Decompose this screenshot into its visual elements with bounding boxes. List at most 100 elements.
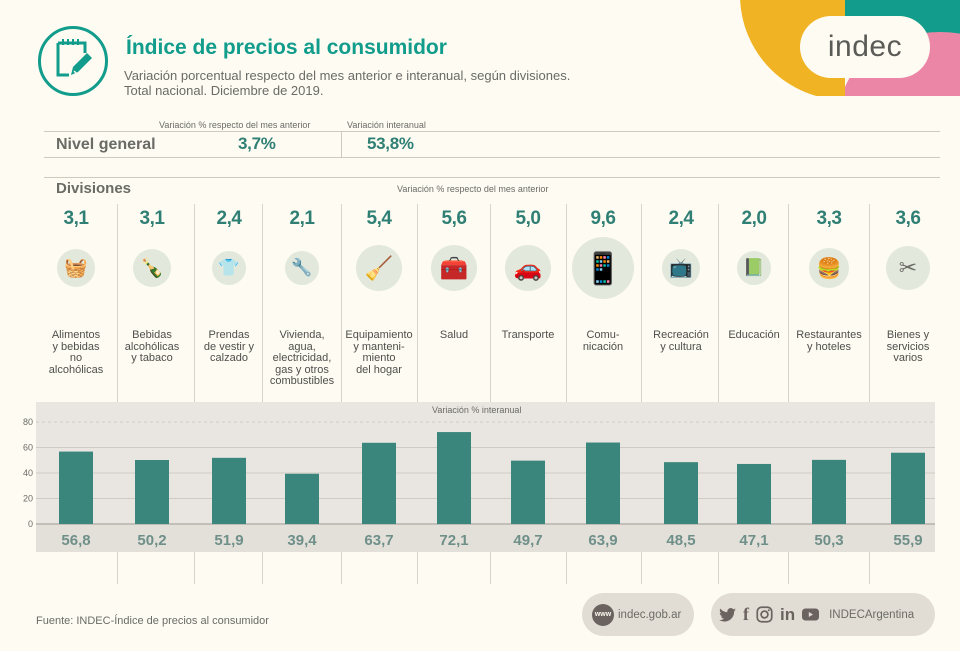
subtitle-line-1: Variación porcentual respecto del mes an… <box>124 68 571 83</box>
website-link[interactable]: www indec.gob.ar <box>582 593 694 636</box>
division-label: Educación <box>728 329 780 341</box>
divisiones-title: Divisiones <box>56 180 132 197</box>
tv-ticket-icon: 📺 <box>662 249 700 287</box>
bar <box>737 463 771 524</box>
social-links: f in INDECArgentina <box>711 593 935 636</box>
column-separator <box>194 204 195 584</box>
division-label: Prendas de vestir y calzado <box>203 329 255 364</box>
bar-value-label: 50,3 <box>814 532 843 549</box>
page-subtitle: Variación porcentual respecto del mes an… <box>124 68 570 98</box>
division-label: Bienes y servicios varios <box>886 329 930 364</box>
column-separator <box>117 204 118 584</box>
column-separator <box>262 204 263 584</box>
linkedin-icon[interactable]: in <box>780 604 796 624</box>
bar <box>812 459 846 524</box>
nivel-general-label: Nivel general <box>56 136 156 153</box>
division-month-value: 3,1 <box>63 208 89 229</box>
nivel-general-year-value: 53,8% <box>367 134 414 153</box>
bar <box>511 460 545 524</box>
scissors-comb-icon: ✂ <box>886 246 930 290</box>
division-month-value: 2,4 <box>216 208 242 229</box>
brand-decoration: indec <box>720 0 960 96</box>
division-month-value: 3,6 <box>895 208 921 229</box>
phone-signal-icon: 📱 <box>572 237 634 299</box>
food-basket-icon: 🧺 <box>57 249 95 287</box>
column-separator <box>718 204 719 584</box>
y-tick-label: 0 <box>28 519 33 529</box>
instagram-icon[interactable] <box>756 606 773 623</box>
value-strip <box>36 524 935 552</box>
divider <box>44 131 940 132</box>
website-text: indec.gob.ar <box>618 608 682 621</box>
notepad-pencil-icon <box>38 26 108 96</box>
division-label: Recreación y cultura <box>653 329 709 353</box>
division-month-value: 5,4 <box>366 208 392 229</box>
utilities-icon: 🔧 <box>285 251 319 285</box>
division-month-value: 2,1 <box>289 208 315 229</box>
twitter-icon[interactable] <box>719 607 736 622</box>
first-aid-kit-icon: 🧰 <box>431 245 477 291</box>
bar <box>212 457 246 524</box>
column-separator <box>341 204 342 584</box>
bar <box>586 442 620 524</box>
division-label: Alimentos y bebidas no alcohólicas <box>48 329 104 376</box>
chart-title: Variación % interanual <box>432 405 522 415</box>
bar <box>891 452 925 524</box>
bar-value-label: 48,5 <box>666 532 695 549</box>
burger-drink-icon: 🍔 <box>809 248 849 288</box>
division-month-value: 2,4 <box>668 208 694 229</box>
column-separator <box>641 204 642 584</box>
ng-year-header: Variación interanual <box>347 120 426 130</box>
y-tick-label: 60 <box>23 443 33 453</box>
car-wrench-icon: 🚗 <box>505 245 551 291</box>
ng-month-header: Variación % respecto del mes anterior <box>159 120 311 130</box>
social-handle: INDECArgentina <box>829 608 915 621</box>
column-separator <box>788 204 789 584</box>
division-label: Transporte <box>501 329 555 341</box>
column-separator <box>869 204 870 584</box>
bar-value-label: 63,7 <box>364 532 393 549</box>
y-tick-label: 40 <box>23 468 33 478</box>
column-separator <box>566 204 567 584</box>
bar <box>437 432 471 524</box>
source-note: Fuente: INDEC-Índice de precios al consu… <box>36 615 269 627</box>
book-icon: 📗 <box>737 251 771 285</box>
youtube-icon[interactable] <box>802 608 820 621</box>
bar-value-label: 49,7 <box>513 532 542 549</box>
divisiones-subtitle: Variación % respecto del mes anterior <box>397 184 549 194</box>
division-label: Equipamiento y manteni- miento del hogar <box>345 329 413 376</box>
bar-value-label: 47,1 <box>739 532 768 549</box>
y-tick-label: 80 <box>23 417 33 427</box>
division-label: Restaurantes y hoteles <box>796 329 862 353</box>
division-month-value: 2,0 <box>741 208 767 229</box>
divider <box>341 131 342 157</box>
bar <box>135 459 169 524</box>
bar-value-label: 39,4 <box>287 532 317 549</box>
division-month-value: 5,6 <box>441 208 467 229</box>
division-month-value: 9,6 <box>590 208 616 229</box>
nivel-general-month-value: 3,7% <box>238 134 276 153</box>
column-separator <box>417 204 418 584</box>
subtitle-line-2: Total nacional. Diciembre de 2019. <box>124 83 324 98</box>
indec-logo: indec <box>800 16 930 78</box>
division-label: Vivienda, agua, electricidad, gas y otro… <box>269 329 335 387</box>
clothing-shoe-icon: 👕 <box>212 251 246 285</box>
facebook-icon[interactable]: f <box>743 604 749 624</box>
bar <box>59 451 93 524</box>
division-month-value: 5,0 <box>515 208 541 229</box>
division-month-value: 3,3 <box>816 208 842 229</box>
divider <box>44 177 940 178</box>
bar-value-label: 50,2 <box>137 532 166 549</box>
bottle-icon: 🍾 <box>133 249 171 287</box>
division-label: Salud <box>439 329 469 341</box>
column-separator <box>490 204 491 584</box>
bar-value-label: 63,9 <box>588 532 617 549</box>
bar <box>362 442 396 524</box>
bar-value-label: 51,9 <box>214 532 243 549</box>
appliance-icon: 🧹 <box>356 245 402 291</box>
divider <box>44 157 940 158</box>
division-label: Bebidas alcohólicas y tabaco <box>124 329 180 364</box>
page-title: Índice de precios al consumidor <box>126 36 447 59</box>
bar-value-label: 56,8 <box>61 532 90 549</box>
